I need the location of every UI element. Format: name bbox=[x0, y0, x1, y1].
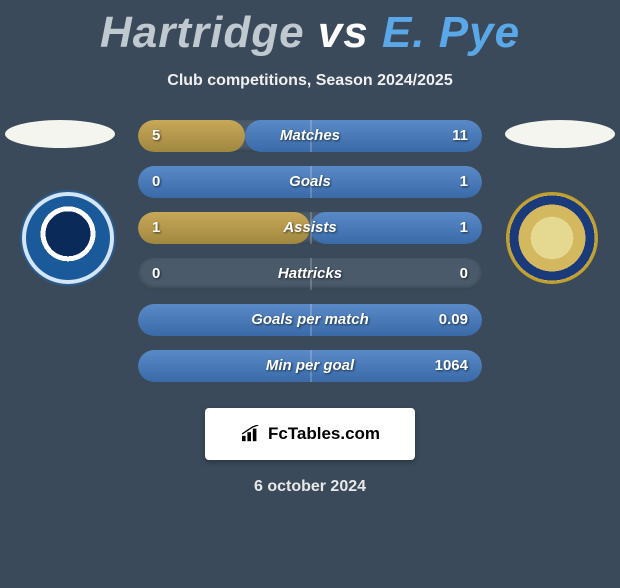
stat-label: Goals per match bbox=[138, 304, 482, 336]
player-photo-left bbox=[5, 120, 115, 148]
chart-date: 6 october 2024 bbox=[0, 478, 620, 496]
title-vs: vs bbox=[318, 8, 382, 57]
stat-label: Matches bbox=[138, 120, 482, 152]
stat-bar-row: 01Goals bbox=[138, 166, 482, 198]
club-crest-left bbox=[22, 192, 114, 284]
stat-bar-row: 00Hattricks bbox=[138, 258, 482, 290]
club-crest-right bbox=[506, 192, 598, 284]
page-title: Hartridge vs E. Pye bbox=[0, 8, 620, 58]
stat-bars-container: 511Matches 01Goals 11Assists 00Hattricks 0.0… bbox=[138, 120, 482, 396]
watermark-badge: FcTables.com bbox=[205, 408, 415, 460]
stat-bar-row: 0.09Goals per match bbox=[138, 304, 482, 336]
watermark-text: FcTables.com bbox=[268, 424, 380, 444]
stat-bar-row: 511Matches bbox=[138, 120, 482, 152]
subtitle: Club competitions, Season 2024/2025 bbox=[0, 72, 620, 90]
stat-label: Assists bbox=[138, 212, 482, 244]
stat-label: Min per goal bbox=[138, 350, 482, 382]
stat-label: Goals bbox=[138, 166, 482, 198]
comparison-chart: 511Matches 01Goals 11Assists 00Hattricks 0.0… bbox=[0, 120, 620, 400]
title-left: Hartridge bbox=[100, 8, 305, 57]
stat-label: Hattricks bbox=[138, 258, 482, 290]
title-right: E. Pye bbox=[382, 8, 520, 57]
chart-icon bbox=[240, 425, 262, 443]
player-photo-right bbox=[505, 120, 615, 148]
stat-bar-row: 11Assists bbox=[138, 212, 482, 244]
stat-bar-row: 1064Min per goal bbox=[138, 350, 482, 382]
